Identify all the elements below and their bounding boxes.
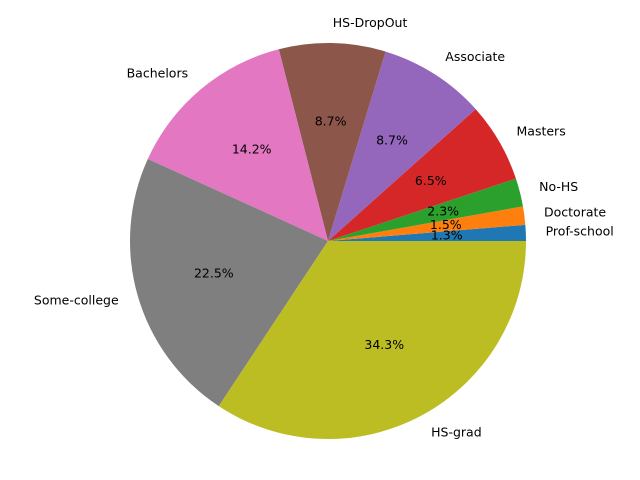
pie-pct-prof-school: 1.3% [431, 228, 463, 243]
pie-label-no-hs: No-HS [539, 179, 578, 194]
pie-slice-hs-grad [218, 241, 526, 440]
pie-pct-some-college: 22.5% [194, 265, 234, 280]
pie-pct-no-hs: 2.3% [427, 203, 459, 218]
pie-label-bachelors: Bachelors [127, 66, 189, 81]
pie-labels: Prof-school 1.3% Doctorate 1.5% No-HS 2.3% Mas… [34, 15, 614, 440]
pie-label-some-college: Some-college [34, 293, 119, 308]
pie-slice-some-college [129, 158, 328, 407]
pie-label-hs-dropout: HS-DropOut [333, 15, 408, 30]
pie-pct-bachelors: 14.2% [232, 141, 272, 156]
pie-slice-associate [328, 51, 476, 241]
pie-slice-prof-school [328, 224, 526, 241]
pie-label-hs-grad: HS-grad [431, 424, 482, 439]
pie-label-doctorate: Doctorate [544, 205, 606, 220]
pie-pct-associate: 8.7% [376, 132, 408, 147]
pie-slice-hs-dropout [278, 42, 386, 242]
pie-label-prof-school: Prof-school [546, 224, 614, 239]
pie-pct-doctorate: 1.5% [430, 217, 462, 232]
pie-slice-doctorate [328, 206, 526, 241]
pie-slices [129, 42, 526, 440]
pie-slice-bachelors [147, 49, 328, 241]
pie-label-masters: Masters [517, 123, 566, 138]
pie-pct-hs-dropout: 8.7% [315, 114, 347, 129]
pie-slice-no-hs [328, 178, 523, 241]
pie-slice-masters [328, 109, 516, 241]
pie-pct-masters: 6.5% [415, 173, 447, 188]
pie-pct-hs-grad: 34.3% [364, 337, 404, 352]
pie-label-associate: Associate [445, 49, 505, 64]
